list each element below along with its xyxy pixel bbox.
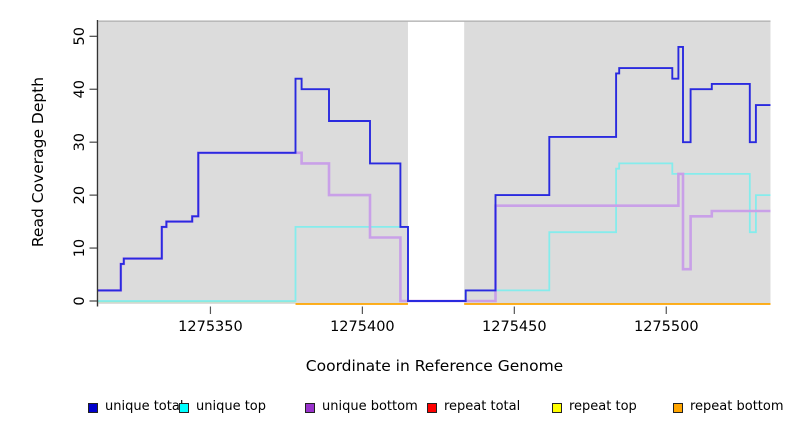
x-tick-label: 1275400	[330, 319, 395, 335]
y-tick-label: 30	[72, 133, 88, 151]
x-tick-label: 1275350	[178, 319, 243, 335]
y-tick-label: 10	[72, 239, 88, 257]
y-tick-label: 0	[72, 296, 88, 305]
legend-label: repeat top	[569, 399, 637, 414]
legend: unique total unique top unique bottom re…	[0, 396, 792, 422]
legend-label: repeat total	[444, 399, 521, 414]
y-axis-title: Read Coverage Depth	[29, 76, 47, 248]
x-tick-label: 1275450	[482, 319, 547, 335]
legend-label: repeat bottom	[690, 399, 784, 414]
unique-total-line	[98, 45, 771, 302]
unique-top-swatch-icon	[179, 403, 189, 413]
unique-total-swatch-icon	[88, 403, 98, 413]
y-tick-label: 20	[72, 186, 88, 204]
legend-label: unique total	[105, 399, 184, 414]
no-data-gap	[407, 21, 465, 305]
y-tick-label: 50	[72, 27, 88, 45]
unique-bottom-swatch-icon	[305, 403, 315, 413]
y-tick-label: 40	[72, 80, 88, 98]
x-tick-label: 1275500	[634, 319, 699, 335]
repeat-total-swatch-icon	[427, 403, 437, 413]
repeat-bottom-swatch-icon	[673, 403, 683, 413]
x-axis-title: Coordinate in Reference Genome	[305, 357, 564, 375]
repeat-top-swatch-icon	[552, 403, 562, 413]
legend-label: unique bottom	[322, 399, 418, 414]
legend-label: unique top	[196, 399, 267, 414]
